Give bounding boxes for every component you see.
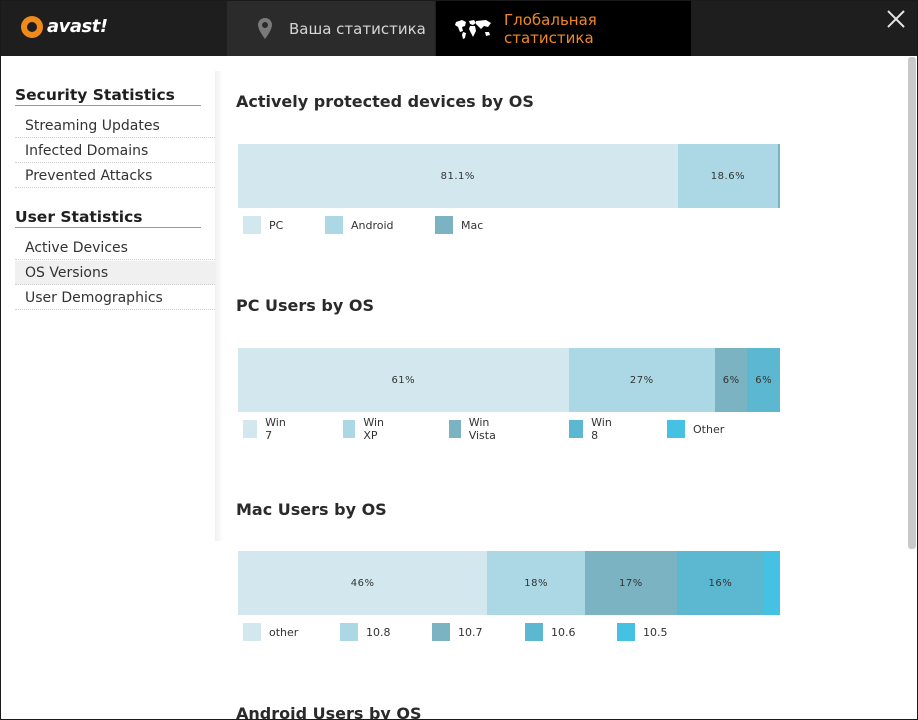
chart-title: PC Users by OS: [236, 296, 374, 315]
sidebar-item-label: Infected Domains: [25, 143, 149, 159]
data-label: 16%: [708, 577, 733, 589]
avast-logo: avast!: [1, 1, 227, 56]
stacked-bar-chart: 61% 27% 6% 6%: [238, 348, 780, 412]
sidebar-item-streaming-updates[interactable]: Streaming Updates: [15, 114, 215, 138]
legend-label: Mac: [461, 218, 484, 232]
sidebar-item-user-demographics[interactable]: User Demographics: [15, 286, 215, 310]
section-title-security: Security Statistics: [15, 86, 201, 106]
bar-segment-10-7: 17%: [584, 551, 677, 615]
legend-label: Other: [693, 422, 725, 436]
legend-label: Win Vista: [468, 416, 496, 442]
data-label: 18%: [524, 577, 548, 589]
legend-label: Win XP: [363, 416, 385, 442]
data-label: 17%: [619, 577, 643, 589]
avast-logo-icon: [21, 16, 43, 38]
data-label: 6%: [722, 374, 740, 386]
legend-item: 10.5: [617, 623, 668, 641]
data-label: 61%: [391, 374, 416, 386]
sidebar-item-label: OS Versions: [25, 265, 109, 281]
bar-segment-pc: 81.1%: [238, 144, 678, 208]
sidebar-item-label: User Demographics: [25, 290, 163, 306]
logo-text: avast!: [47, 16, 108, 37]
legend-swatch: [243, 216, 261, 234]
tab-global-statistics[interactable]: Глобальная статистика: [436, 1, 691, 56]
legend-swatch: [325, 216, 343, 234]
legend-label: 10.8: [366, 625, 391, 639]
scrollbar-thumb[interactable]: [908, 57, 916, 549]
bar-segment-mac: [778, 144, 780, 208]
legend-swatch: [569, 420, 584, 438]
legend-item: Other: [667, 420, 724, 438]
bar-segment-win-8: 6%: [747, 348, 780, 412]
legend-item: Win 7: [243, 416, 290, 442]
sidebar-item-label: Streaming Updates: [25, 118, 160, 134]
sidebar-item-prevented-attacks[interactable]: Prevented Attacks: [15, 164, 215, 188]
tab-your-statistics[interactable]: Ваша статистика: [227, 1, 435, 56]
legend-item: 10.6: [525, 623, 576, 641]
legend-label: PC: [269, 218, 284, 232]
legend-swatch: [667, 420, 685, 438]
data-label: 6%: [755, 374, 773, 386]
legend-label: 10.7: [458, 625, 483, 639]
legend-swatch: [449, 420, 461, 438]
close-button[interactable]: [885, 8, 907, 30]
data-label: 27%: [629, 374, 654, 386]
tab-global-statistics-label: Глобальная статистика: [504, 10, 597, 47]
legend-swatch: [435, 216, 453, 234]
sidebar-item-infected-domains[interactable]: Infected Domains: [15, 139, 215, 163]
bar-segment-win-vista: 6%: [714, 348, 748, 412]
bar-segment-10-5: [763, 551, 780, 615]
legend-item: other: [243, 623, 298, 641]
close-icon: [887, 10, 905, 28]
legend-item: 10.7: [432, 623, 483, 641]
top-bar: avast! Ваша статистика: [1, 1, 917, 56]
legend-item: PC: [243, 216, 283, 234]
legend-item: Android: [325, 216, 394, 234]
sidebar-item-active-devices[interactable]: Active Devices: [15, 236, 215, 260]
legend-label: other: [269, 625, 299, 639]
world-map-icon: [454, 18, 492, 40]
bar-segment-other: 46%: [238, 551, 488, 615]
bar-segment-win-xp: 27%: [568, 348, 715, 412]
legend-swatch: [617, 623, 635, 641]
legend-item: Mac: [435, 216, 483, 234]
sidebar-item-label: Prevented Attacks: [25, 168, 153, 184]
legend-item: 10.8: [340, 623, 391, 641]
data-label: 18.6%: [710, 170, 746, 182]
bar-segment-10-8: 18%: [487, 551, 585, 615]
section-title-user: User Statistics: [15, 208, 201, 228]
legend-swatch: [340, 623, 358, 641]
chart-title: Actively protected devices by OS: [236, 92, 534, 111]
location-pin-icon: [257, 17, 273, 41]
data-label: 46%: [350, 577, 375, 589]
legend-swatch: [243, 420, 258, 438]
legend-swatch: [432, 623, 450, 641]
legend-label: Win 7: [265, 416, 286, 442]
legend-label: 10.6: [551, 625, 576, 639]
bar-segment-android: 18.6%: [677, 144, 779, 208]
legend-swatch: [343, 420, 356, 438]
data-label: 81.1%: [440, 170, 475, 182]
sidebar-shadow: [215, 71, 223, 541]
stacked-bar-chart: 46% 18% 17% 16%: [238, 551, 780, 615]
sidebar-item-os-versions[interactable]: OS Versions: [15, 261, 215, 285]
sidebar-item-label: Active Devices: [25, 240, 128, 256]
legend-label: 10.5: [643, 625, 668, 639]
legend-swatch: [243, 623, 261, 641]
legend-label: Android: [351, 218, 394, 232]
chart-title: Mac Users by OS: [236, 500, 387, 519]
legend-item: Win Vista: [449, 416, 502, 442]
chart-title: Android Users by OS: [236, 704, 422, 719]
legend-swatch: [525, 623, 543, 641]
bar-segment-win-7: 61%: [238, 348, 569, 412]
bar-segment-10-6: 16%: [676, 551, 764, 615]
sidebar: Security Statistics Streaming Updates In…: [1, 56, 215, 719]
legend-item: Win 8: [569, 416, 616, 442]
legend-label: Win 8: [591, 416, 612, 442]
tab-your-statistics-label: Ваша статистика: [289, 19, 426, 38]
legend-item: Win XP: [343, 416, 390, 442]
main-content: Actively protected devices by OS 81.1% 18…: [215, 56, 907, 719]
stacked-bar-chart: 81.1% 18.6%: [238, 144, 780, 208]
